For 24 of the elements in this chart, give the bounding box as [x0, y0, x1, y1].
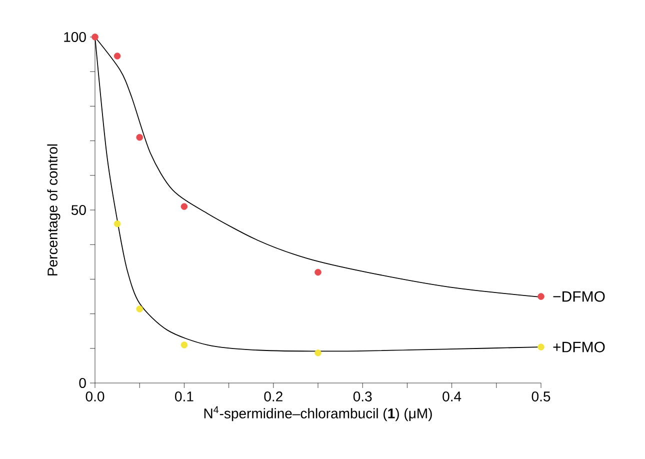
point [538, 293, 544, 300]
point [136, 134, 144, 141]
point [114, 52, 121, 60]
point [136, 306, 144, 312]
x-tick-label: 0.3 [353, 392, 372, 402]
point [538, 344, 544, 350]
x-tick-label: 0.4 [442, 392, 462, 402]
series-label: +DFMO [553, 342, 605, 352]
point [180, 342, 188, 348]
x-tick-label: 0.2 [264, 392, 282, 402]
x-axis-title: N$^{4}$-spermidine–chlorambucil (1) (μM) [204, 406, 432, 422]
y-tick-label: 50 [71, 205, 86, 215]
x-tick-label: 0.5 [532, 392, 550, 402]
y-axis-title: Percentage of control [47, 144, 60, 276]
point [114, 220, 121, 228]
point [92, 34, 98, 40]
x-tick-label: 0.0 [86, 392, 104, 402]
y-tick-label: 100 [64, 32, 86, 42]
x-tick-label: 0.1 [175, 392, 194, 402]
series-label: −DFMO [553, 291, 605, 302]
point [314, 268, 322, 276]
point [314, 349, 322, 356]
y-tick-label: 0 [79, 378, 86, 388]
point [180, 203, 188, 210]
